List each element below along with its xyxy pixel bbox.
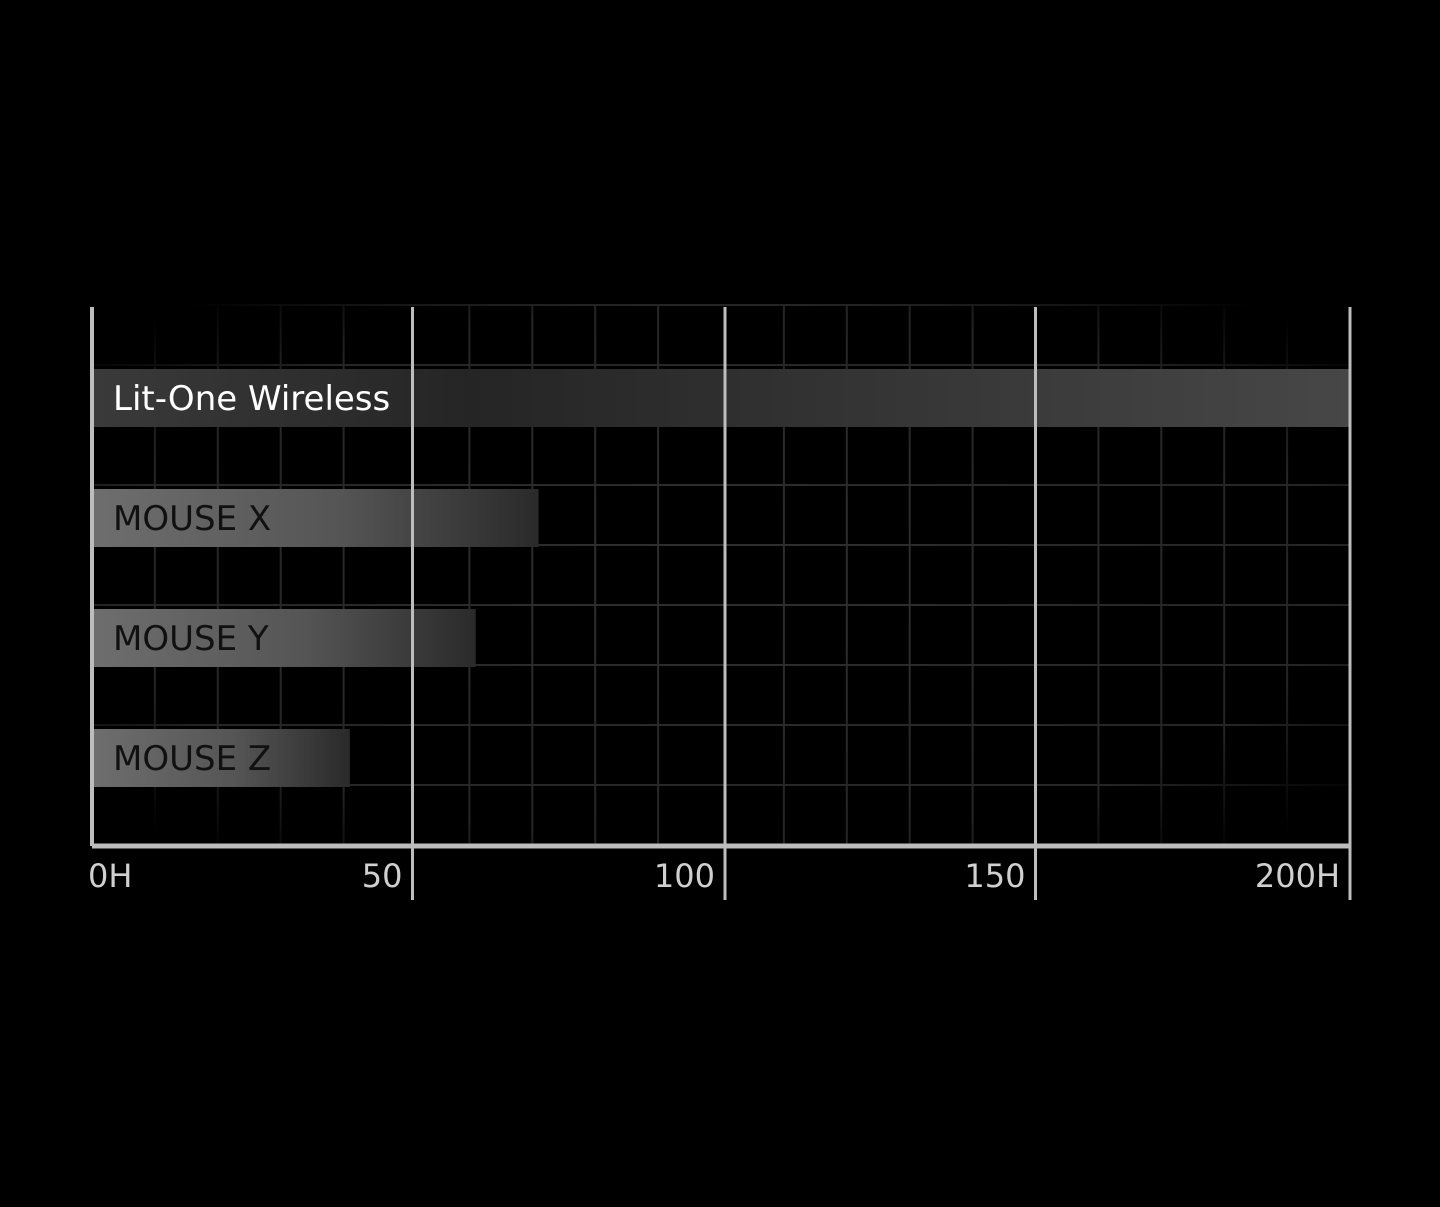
bar-mouse-z bbox=[94, 729, 350, 787]
bar-label: MOUSE Y bbox=[113, 619, 269, 659]
tick-label: 200H bbox=[1255, 857, 1340, 895]
bar-lit-one-wireless bbox=[94, 369, 1350, 427]
tick-label: 150 bbox=[964, 857, 1025, 895]
bar-mouse-x bbox=[94, 489, 539, 547]
bar-label: Lit-One Wireless bbox=[113, 379, 390, 419]
bar-label: MOUSE Z bbox=[113, 739, 271, 779]
axes bbox=[90, 307, 1352, 900]
labels: Lit-One Wireless MOUSE X MOUSE Y MOUSE Z 0H 5… bbox=[88, 379, 1340, 895]
tick-label: 0H bbox=[88, 857, 132, 895]
bars bbox=[94, 369, 1350, 787]
tick-label: 100 bbox=[654, 857, 715, 895]
tick-label: 50 bbox=[362, 857, 403, 895]
bar-label: MOUSE X bbox=[113, 499, 271, 539]
